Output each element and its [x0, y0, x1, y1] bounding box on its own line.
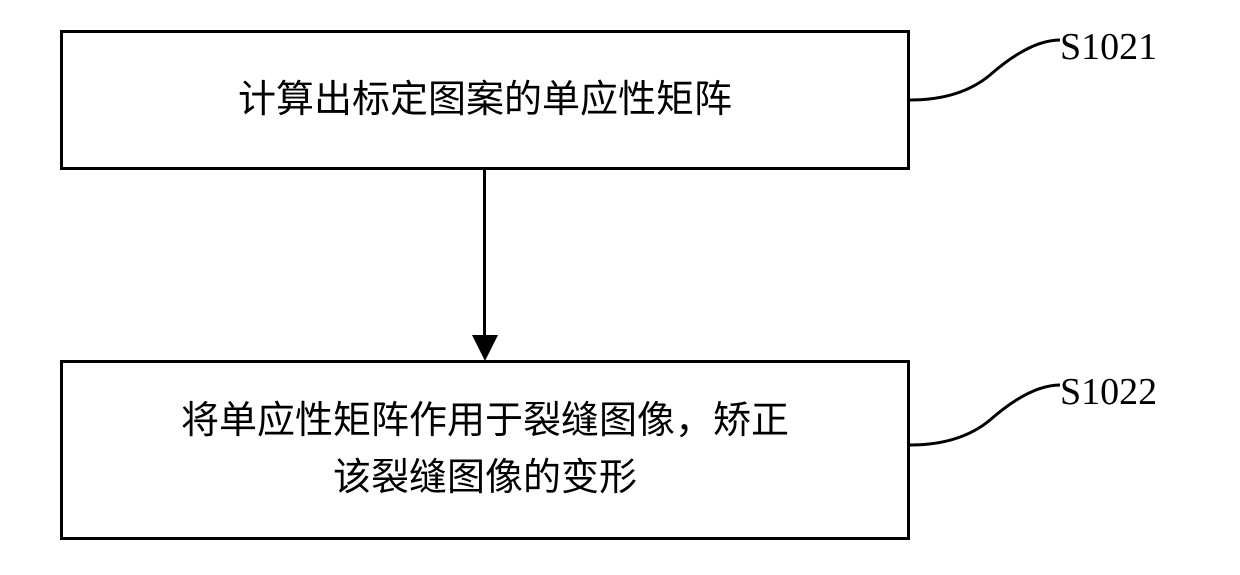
arrow-head-icon	[472, 335, 498, 361]
arrow-connector	[483, 170, 486, 345]
process-box-step1: 计算出标定图案的单应性矩阵	[60, 30, 910, 170]
connector-curve-2	[910, 370, 1065, 460]
step1-text: 计算出标定图案的单应性矩阵	[238, 72, 732, 129]
process-box-step2: 将单应性矩阵作用于裂缝图像，矫正 该裂缝图像的变形	[60, 360, 910, 540]
connector-curve-1	[910, 25, 1065, 115]
step2-text-line2: 该裂缝图像的变形	[181, 450, 789, 507]
label-s1021: S1021	[1060, 25, 1157, 69]
flowchart-container: 计算出标定图案的单应性矩阵 将单应性矩阵作用于裂缝图像，矫正 该裂缝图像的变形 …	[0, 0, 1240, 575]
label-s1022: S1022	[1060, 370, 1157, 414]
step2-text: 将单应性矩阵作用于裂缝图像，矫正 该裂缝图像的变形	[181, 393, 789, 507]
step2-text-line1: 将单应性矩阵作用于裂缝图像，矫正	[181, 393, 789, 450]
